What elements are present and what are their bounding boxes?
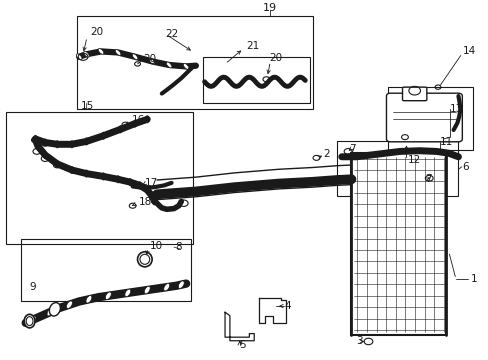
Text: 15: 15 — [81, 101, 94, 111]
Ellipse shape — [43, 152, 47, 158]
Ellipse shape — [105, 292, 111, 300]
Text: 2: 2 — [323, 149, 329, 159]
Bar — [203, 57, 309, 103]
Ellipse shape — [36, 143, 40, 150]
Text: 11: 11 — [439, 137, 452, 147]
Text: 3: 3 — [356, 337, 362, 346]
Ellipse shape — [138, 182, 142, 189]
Ellipse shape — [144, 286, 150, 294]
Ellipse shape — [70, 141, 73, 148]
Ellipse shape — [163, 283, 169, 291]
Ellipse shape — [128, 179, 132, 186]
Text: 21: 21 — [245, 41, 259, 51]
Bar — [351, 153, 446, 336]
Text: 6: 6 — [461, 162, 468, 172]
Ellipse shape — [115, 50, 121, 55]
Text: 1: 1 — [469, 274, 476, 284]
Text: 10: 10 — [149, 241, 163, 251]
Ellipse shape — [76, 54, 82, 60]
FancyBboxPatch shape — [402, 87, 426, 101]
Ellipse shape — [98, 49, 103, 54]
Ellipse shape — [153, 198, 156, 205]
Ellipse shape — [124, 289, 130, 297]
Text: 20: 20 — [268, 53, 282, 63]
Ellipse shape — [56, 141, 59, 148]
FancyBboxPatch shape — [386, 93, 461, 142]
Ellipse shape — [84, 138, 88, 145]
Ellipse shape — [47, 309, 53, 316]
Text: 17: 17 — [144, 178, 158, 188]
Ellipse shape — [149, 59, 155, 64]
Text: 14: 14 — [461, 46, 475, 57]
Ellipse shape — [132, 54, 138, 60]
Text: 19: 19 — [262, 3, 276, 13]
Ellipse shape — [34, 135, 37, 143]
Ellipse shape — [66, 301, 72, 309]
Text: 13: 13 — [449, 104, 462, 114]
Text: 7: 7 — [425, 174, 431, 184]
Bar — [387, 87, 472, 150]
Text: 20: 20 — [143, 54, 156, 64]
Bar — [21, 239, 191, 301]
Ellipse shape — [49, 303, 60, 316]
Ellipse shape — [137, 252, 152, 267]
Ellipse shape — [86, 296, 92, 303]
Ellipse shape — [166, 62, 172, 68]
Text: 5: 5 — [239, 340, 246, 350]
Ellipse shape — [145, 116, 149, 123]
Ellipse shape — [70, 166, 73, 174]
Ellipse shape — [43, 139, 47, 146]
Text: 22: 22 — [165, 29, 179, 39]
Ellipse shape — [119, 126, 122, 133]
Text: 18: 18 — [138, 197, 151, 207]
Ellipse shape — [133, 120, 137, 127]
Bar — [6, 112, 193, 244]
Ellipse shape — [102, 132, 105, 139]
Ellipse shape — [150, 193, 154, 200]
Text: 8: 8 — [175, 242, 181, 252]
Ellipse shape — [116, 176, 120, 183]
Ellipse shape — [56, 160, 59, 167]
Text: 9: 9 — [30, 282, 36, 292]
Ellipse shape — [145, 186, 149, 194]
Ellipse shape — [24, 314, 35, 328]
Ellipse shape — [84, 170, 88, 177]
Ellipse shape — [183, 63, 188, 69]
Ellipse shape — [30, 316, 36, 323]
Text: 16: 16 — [131, 115, 144, 125]
Bar — [336, 141, 458, 196]
Text: 12: 12 — [407, 156, 420, 165]
Text: 20: 20 — [90, 27, 103, 37]
Ellipse shape — [34, 136, 37, 143]
Ellipse shape — [102, 173, 105, 180]
Text: 7: 7 — [348, 144, 355, 154]
Bar — [77, 16, 312, 109]
Ellipse shape — [178, 281, 184, 288]
Ellipse shape — [183, 63, 188, 69]
Ellipse shape — [83, 51, 89, 57]
Text: 4: 4 — [284, 301, 290, 311]
